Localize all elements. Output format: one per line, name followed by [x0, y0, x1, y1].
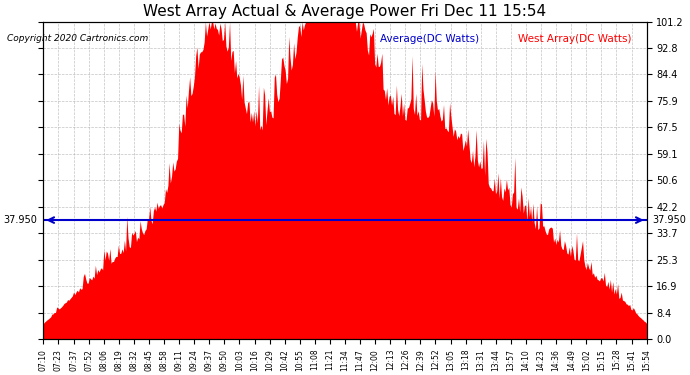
- Text: 37.950: 37.950: [3, 215, 37, 225]
- Title: West Array Actual & Average Power Fri Dec 11 15:54: West Array Actual & Average Power Fri De…: [144, 4, 546, 19]
- Text: West Array(DC Watts): West Array(DC Watts): [518, 34, 631, 44]
- Text: Average(DC Watts): Average(DC Watts): [380, 34, 479, 44]
- Text: 37.950: 37.950: [653, 215, 687, 225]
- Text: Copyright 2020 Cartronics.com: Copyright 2020 Cartronics.com: [7, 34, 148, 43]
